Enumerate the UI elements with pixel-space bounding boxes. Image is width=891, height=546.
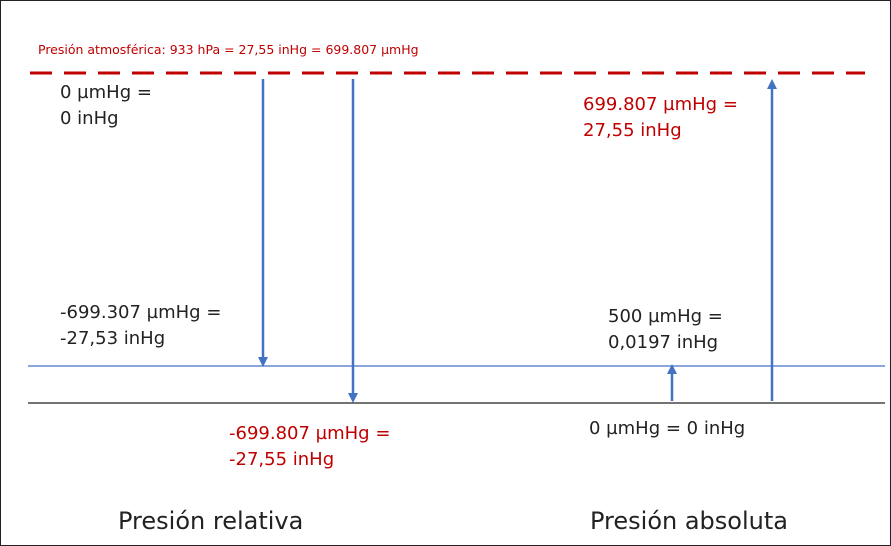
label-zero-relative-line2: 0 inHg [60, 108, 119, 129]
label-minus-699807-line2: -27,55 inHg [229, 449, 335, 470]
label-minus-699307-line1: -699.307 µmHg = [60, 302, 222, 323]
label-plus-699807: 699.807 µmHg = 27,55 inHg [583, 92, 738, 144]
label-plus-699807-line2: 27,55 inHg [583, 120, 682, 141]
atmospheric-pressure-label: Presión atmosférica: 933 hPa = 27,55 inH… [38, 42, 419, 57]
label-minus-699807: -699.807 µmHg = -27,55 inHg [229, 421, 390, 473]
absolute-pressure-title: Presión absoluta [590, 507, 788, 535]
label-zero-relative: 0 µmHg = 0 inHg [60, 80, 152, 132]
label-plus-699807-line1: 699.807 µmHg = [583, 94, 738, 115]
label-minus-699307: -699.307 µmHg = -27,53 inHg [60, 300, 221, 352]
relative-pressure-title: Presión relativa [118, 507, 304, 535]
label-minus-699807-line1: -699.807 µmHg = [229, 423, 391, 444]
label-minus-699307-line2: -27,53 inHg [60, 328, 166, 349]
label-plus-500-line1: 500 µmHg = [608, 306, 723, 327]
label-zero-relative-line1: 0 µmHg = [60, 82, 152, 103]
label-plus-500-line2: 0,0197 inHg [608, 332, 719, 353]
label-zero-absolute: 0 µmHg = 0 inHg [589, 418, 746, 439]
label-plus-500: 500 µmHg = 0,0197 inHg [608, 304, 723, 356]
